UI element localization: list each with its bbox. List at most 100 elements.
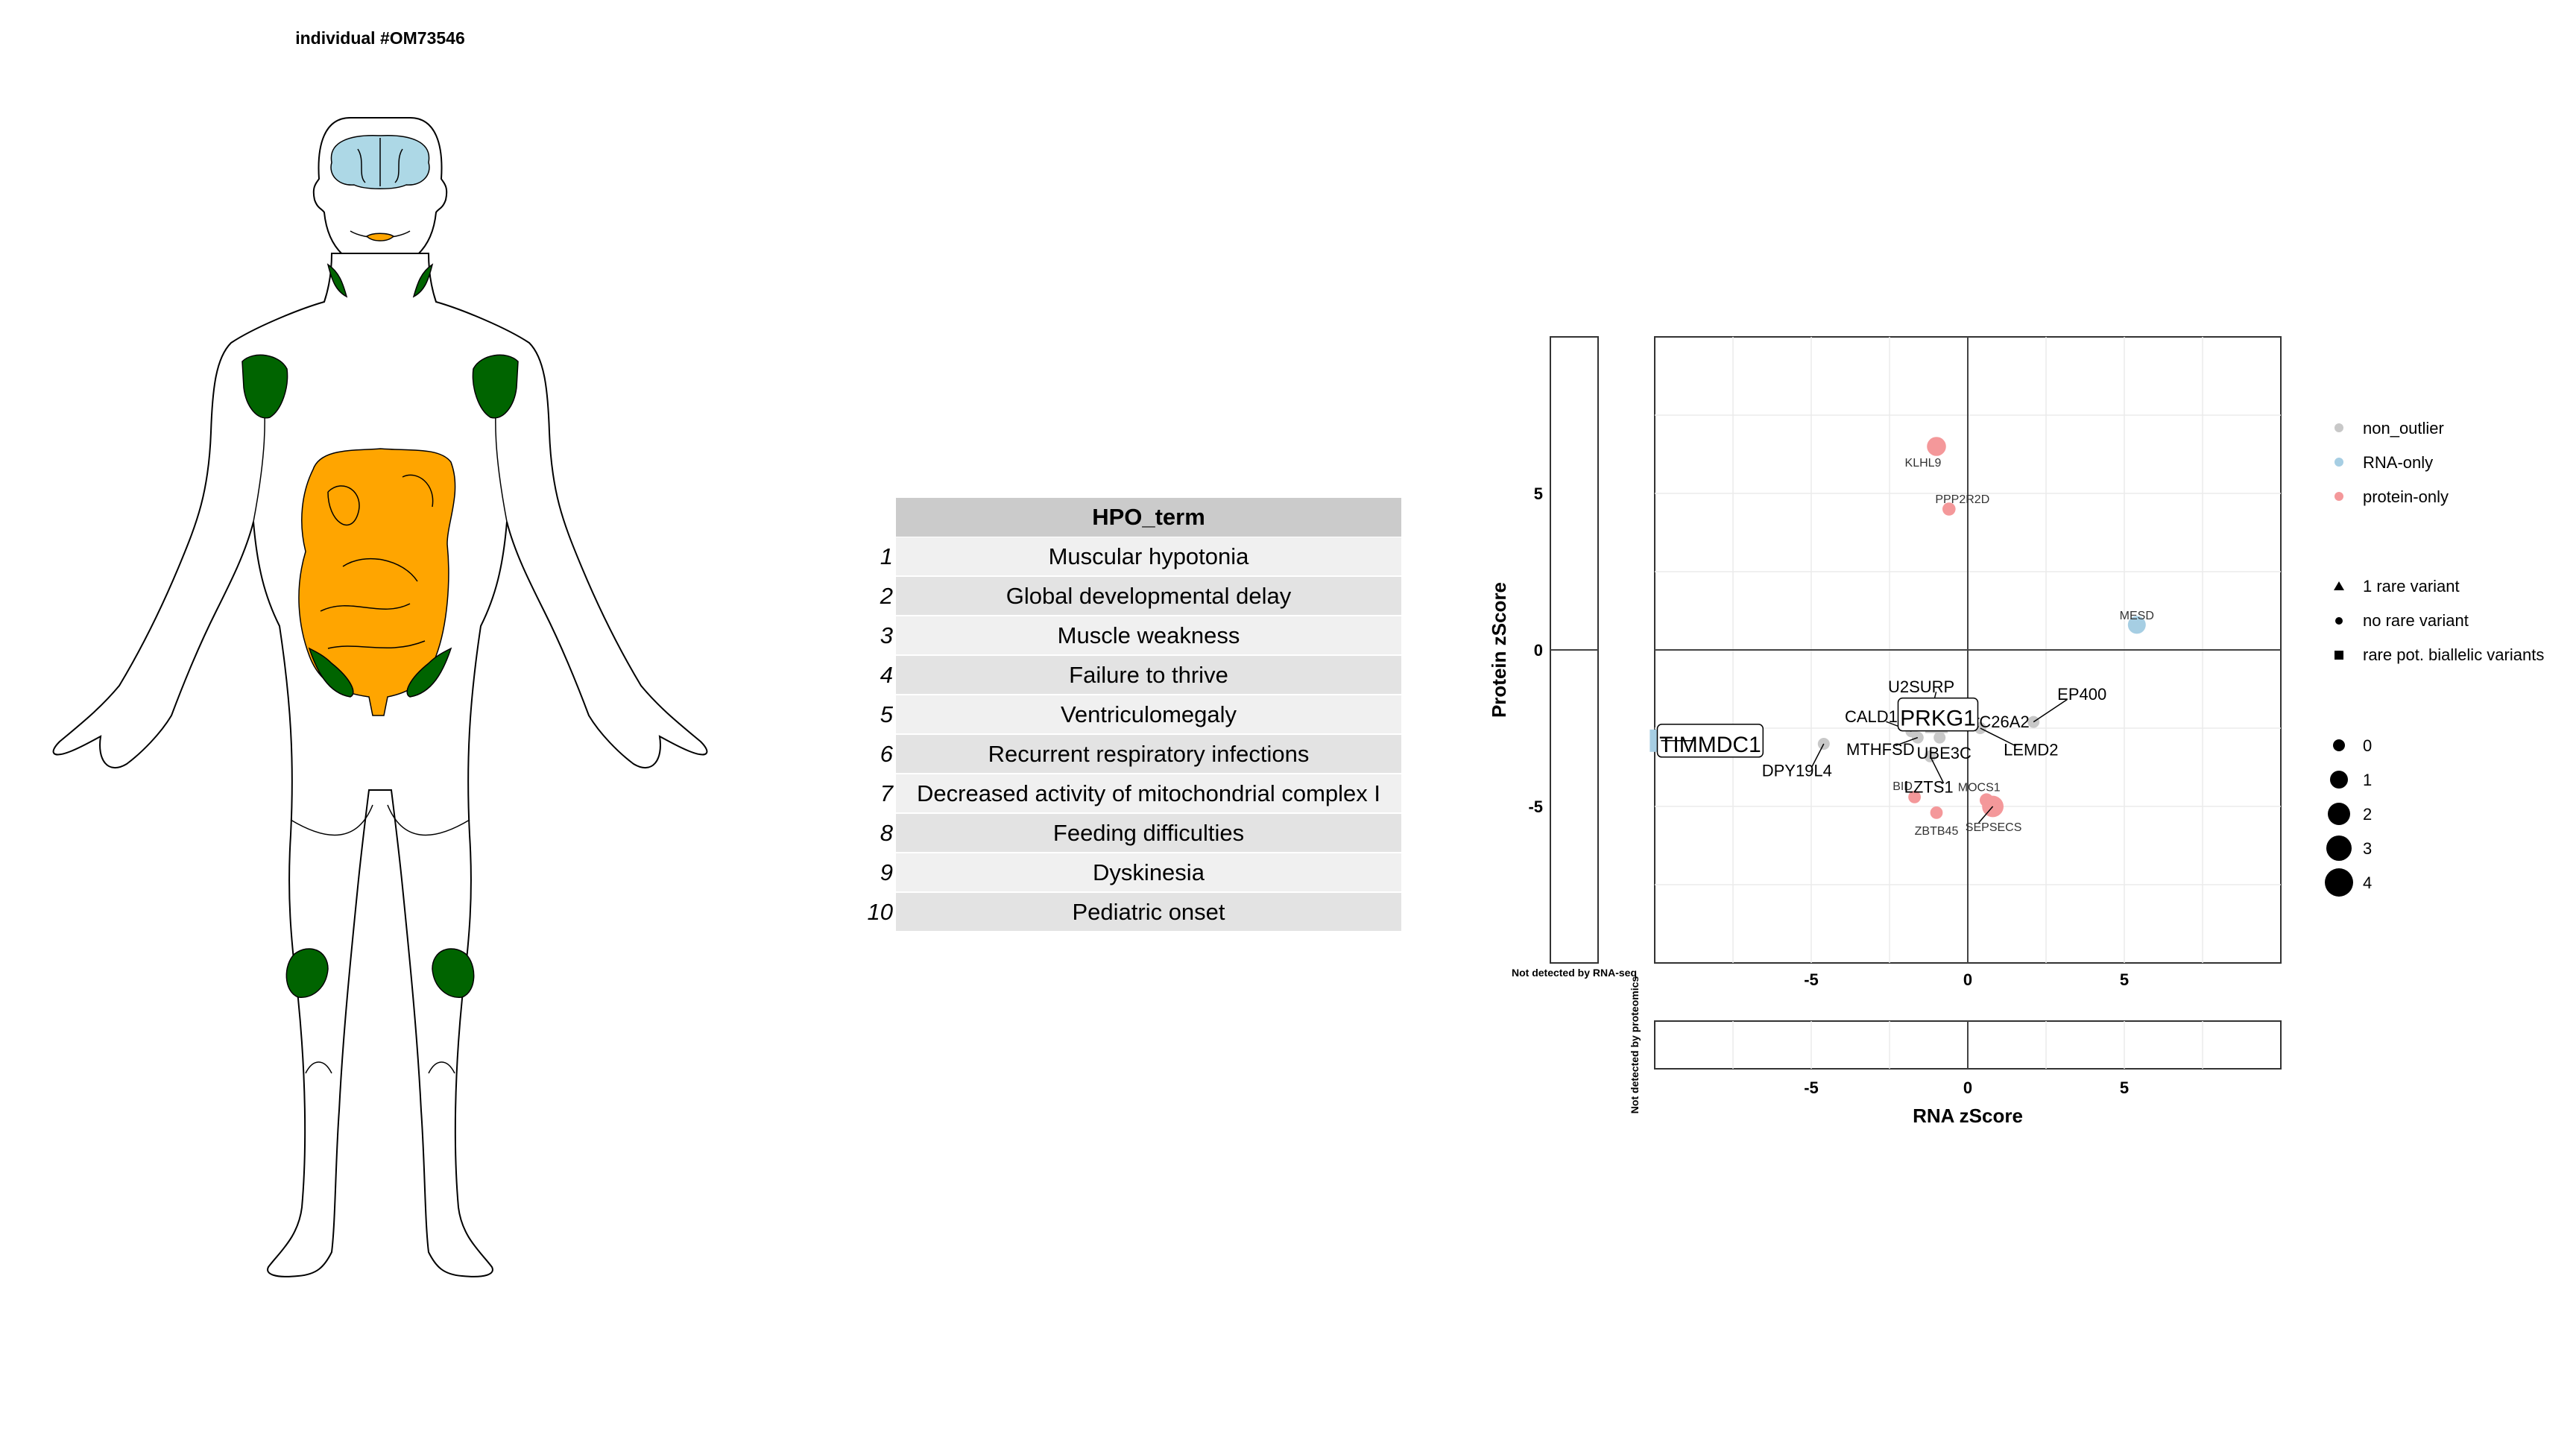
leg-muscles [285, 948, 475, 998]
legend-size-label: 1 [2363, 771, 2372, 789]
triangle-icon [2334, 581, 2344, 590]
legend-color-rna-swatch [2334, 458, 2343, 467]
hpo-row-number: 10 [867, 899, 893, 925]
hpo-term: Muscle weakness [896, 616, 1401, 654]
data-point [1982, 795, 2004, 818]
label-leader [1978, 806, 1994, 824]
tick-labels: -5 -5 0 0 5 5 -5 0 5 [1528, 484, 2129, 1097]
label-leader [1895, 736, 1919, 747]
data-point [1930, 806, 1943, 819]
hpo-row: 7 Decreased activity of mitochondrial co… [857, 774, 1401, 812]
legend: non_outlier RNA-only protein-only 1 rare… [2325, 419, 2544, 897]
point-label: SEPSECS [1966, 821, 2022, 834]
legend-color-protein-swatch [2334, 492, 2343, 501]
individual-title: individual #OM73546 [295, 28, 465, 48]
label-leader [1929, 756, 1945, 784]
hpo-row-number: 2 [880, 583, 893, 609]
point-label: CALD1 [1845, 707, 1898, 726]
data-point [2127, 616, 2146, 634]
point-label: EP400 [2057, 685, 2106, 704]
x-tick-label-bottom: -5 [1804, 1078, 1819, 1097]
y-tick-label: 5 [1534, 484, 1543, 503]
zero-lines [1655, 337, 2281, 1069]
hpo-row: 9 Dyskinesia [857, 853, 1401, 891]
side-panel-prot-label: Not detected by proteomics [1629, 976, 1641, 1114]
hpo-term: Global developmental delay [896, 577, 1401, 615]
hpo-row-number: 3 [880, 622, 893, 648]
point-label: LEMD2 [2004, 741, 2058, 759]
point-label: PPP2R2D [1935, 493, 1989, 506]
data-point [2027, 716, 2040, 728]
neck-muscles [326, 263, 434, 298]
point-label: MTHFSD [1846, 740, 1915, 759]
data-point [1927, 437, 1946, 456]
size-key-swatch [2333, 739, 2345, 751]
point-label: TIMMDC1 [1659, 733, 1761, 757]
y-tick-label: 0 [1534, 641, 1543, 660]
hpo-row: 1 Muscular hypotonia [857, 537, 1401, 575]
hpo-row-number: 8 [880, 820, 893, 846]
hpo-row: 2 Global developmental delay [857, 577, 1401, 615]
side-panel-rna-label: Not detected by RNA-seq [1512, 967, 1637, 979]
scatter-plot: Not detected by RNA-seq Not detected by … [1488, 336, 2544, 1127]
legend-shape-label: rare pot. biallelic variants [2363, 645, 2544, 664]
hpo-row-number: 9 [880, 859, 893, 885]
data-point [1911, 731, 1924, 744]
hpo-row: 10 Pediatric onset [857, 893, 1401, 931]
circle-icon [2335, 617, 2343, 625]
hpo-term: Pediatric onset [896, 893, 1401, 931]
point-label: PRKG1 [1900, 707, 1976, 731]
legend-size-label: 3 [2363, 839, 2372, 858]
mouth-region [365, 233, 395, 241]
digestive-region [298, 448, 456, 716]
hpo-term: Muscular hypotonia [896, 537, 1401, 575]
hpo-row: 6 Recurrent respiratory infections [857, 735, 1401, 773]
point-label: KLHL9 [1905, 457, 1942, 470]
legend-color-protein-label: protein-only [2363, 487, 2449, 506]
data-point [1908, 791, 1921, 803]
data-point [1933, 731, 1946, 744]
point-label: ZBTB45 [1915, 825, 1959, 838]
point-label: UBE3C [1917, 744, 1972, 762]
x-axis-label: RNA zScore [1913, 1105, 2023, 1127]
hip-muscles [308, 647, 452, 698]
y-tick-label: -5 [1528, 797, 1543, 816]
hpo-row-number: 6 [880, 741, 893, 767]
label-box [1656, 724, 1764, 758]
hpo-row: 3 Muscle weakness [857, 616, 1401, 654]
legend-shape-label: 1 rare variant [2363, 577, 2460, 596]
hpo-row-number: 4 [880, 662, 893, 688]
point-label: MOCS1 [1958, 781, 2001, 794]
legend-color-non-outlier-swatch [2334, 423, 2343, 432]
x-tick-label-bottom: 5 [2120, 1078, 2129, 1097]
x-tick-label: 5 [2120, 970, 2129, 989]
size-key-swatch [2328, 803, 2350, 825]
arm-muscles [242, 354, 519, 419]
hpo-row-number: 7 [880, 780, 893, 806]
hpo-table-header: HPO_term [896, 498, 1401, 537]
point-label: MESD [2120, 610, 2154, 622]
legend-color-non-outlier-label: non_outlier [2363, 419, 2444, 437]
hpo-row-number: 5 [880, 701, 893, 727]
brain-region [330, 135, 430, 189]
legend-color-rna-label: RNA-only [2363, 453, 2433, 472]
point-labels: KLHL9 PPP2R2D MESD BID ZBTB45 MOCS1 SEPSECS U2S… [1656, 457, 2154, 838]
x-tick-label-bottom: 0 [1963, 1078, 1972, 1097]
hpo-term: Ventriculomegaly [896, 695, 1401, 733]
label-leader [1811, 743, 1825, 768]
square-icon [2334, 651, 2343, 660]
hpo-term: Failure to thrive [896, 656, 1401, 694]
label-leader [1980, 727, 2017, 747]
hpo-row: 8 Feeding difficulties [857, 814, 1401, 852]
y-axis-label: Protein zScore [1488, 582, 1510, 718]
size-key-swatch [2326, 835, 2352, 861]
hpo-term: Feeding difficulties [896, 814, 1401, 852]
hpo-term: Recurrent respiratory infections [896, 735, 1401, 773]
point-label: DPY19L4 [1762, 762, 1832, 780]
label-leader [2033, 698, 2068, 723]
body-map [52, 117, 708, 1277]
point-label: LZTS1 [1904, 777, 1954, 796]
x-tick-label: 0 [1963, 970, 1972, 989]
hpo-row-number: 1 [880, 543, 893, 569]
size-key-swatch [2330, 771, 2348, 789]
